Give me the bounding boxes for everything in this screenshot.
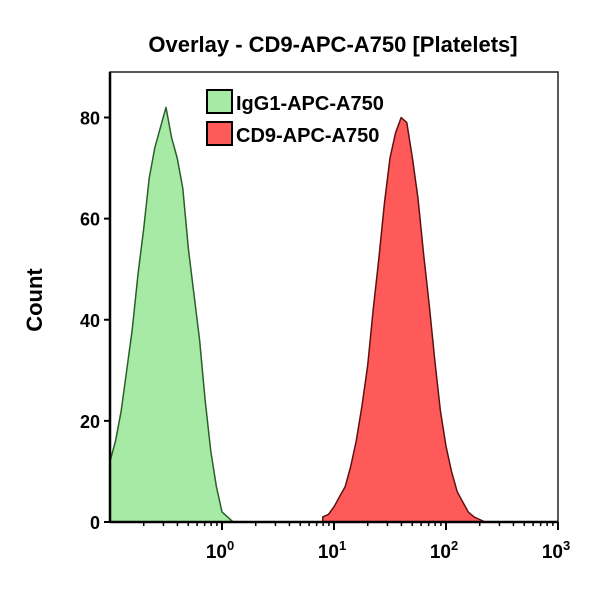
legend-label-1: CD9-APC-A750: [236, 125, 379, 147]
legend-label-0: IgG1-APC-A750: [236, 93, 384, 115]
y-tick-label: 40: [80, 311, 100, 331]
legend-swatch-0: [206, 89, 233, 114]
x-tick-label: 103: [542, 538, 570, 563]
histogram-series-1: [322, 116, 492, 523]
x-tick-label: 101: [318, 538, 346, 563]
y-tick-label: 0: [90, 513, 100, 533]
x-tick-label: 102: [430, 538, 458, 563]
x-tick-label: 100: [206, 538, 234, 563]
chart-title: Overlay - CD9-APC-A750 [Platelets]: [148, 32, 517, 57]
axis-layer: 0 20 40 60 80 100 101 102 103: [80, 109, 570, 563]
y-tick-label: 60: [80, 210, 100, 230]
y-axis-label: Count: [22, 268, 47, 332]
series-layer: [109, 106, 492, 523]
legend-swatch-1: [206, 121, 233, 146]
y-tick-label: 80: [80, 109, 100, 129]
histogram-series-0: [109, 106, 234, 523]
legend: IgG1-APC-A750 CD9-APC-A750: [206, 89, 384, 147]
y-tick-label: 20: [80, 412, 100, 432]
